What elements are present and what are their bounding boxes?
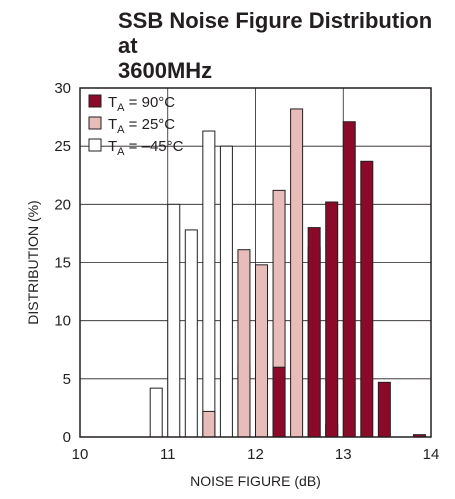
bar-series-0 [219,145,233,438]
legend-label-main: T [108,116,117,133]
legend-label-1: TA = 25°C [108,116,175,136]
x-tick-label: 11 [160,446,176,463]
bar-series-2 [325,201,339,438]
chart-title: SSB Noise Figure Distribution at 3600MHz [0,8,455,83]
bar-series-2 [342,121,356,438]
bar-series-1 [255,264,268,438]
y-tick-label: 25 [54,138,71,155]
legend-label-rest: = 25°C [125,116,176,133]
tick-labels: 10 11 12 13 14 0 5 10 15 20 25 30 [54,80,439,463]
legend-label-main: T [108,138,117,155]
bar-series-2 [272,366,286,438]
y-tick-label: 20 [54,196,71,213]
legend-label-2: TA = 90°C [108,94,175,114]
legend: TA = 90°CTA = 25°CTA = –45°C [88,94,184,158]
legend-label-subscript: A [117,146,125,158]
x-tick-label: 13 [335,446,352,463]
bars [149,108,426,438]
bar-series-1 [237,249,251,438]
bar-series-1 [290,108,304,438]
x-tick-label: 12 [247,446,264,463]
legend-label-main: T [108,94,117,111]
legend-label-subscript: A [117,124,125,136]
bar-series-0 [167,203,181,438]
x-tick-label: 14 [423,446,440,463]
legend-label-subscript: A [117,102,125,114]
legend-swatch-1 [88,116,102,130]
plot-frame [79,87,432,438]
bar-series-1 [202,410,216,438]
bar-series-2 [307,227,321,438]
bar-series-0 [149,387,163,438]
x-axis-title: NOISE FIGURE (dB) [190,473,321,489]
y-tick-label: 15 [54,255,71,272]
legend-label-rest: = 90°C [125,94,176,111]
bar-series-0 [202,130,216,438]
bar-series-2 [360,160,374,438]
chart-title-line-1: SSB Noise Figure Distribution at [118,8,433,58]
y-tick-label: 10 [54,313,71,330]
chart-title-line-2: 3600MHz [118,58,213,83]
y-tick-label: 5 [63,371,71,388]
legend-label-rest: = –45°C [125,138,184,155]
y-tick-label: 0 [63,429,71,446]
bar-series-2 [377,381,391,438]
x-tick-label: 10 [72,446,89,463]
legend-swatch-2 [88,94,102,108]
y-tick-label: 30 [54,80,71,97]
legend-label-0: TA = –45°C [108,138,184,158]
y-axis-title: DISTRIBUTION (%) [25,200,41,324]
legend-swatch-0 [88,138,102,152]
bar-series-0 [184,229,198,438]
